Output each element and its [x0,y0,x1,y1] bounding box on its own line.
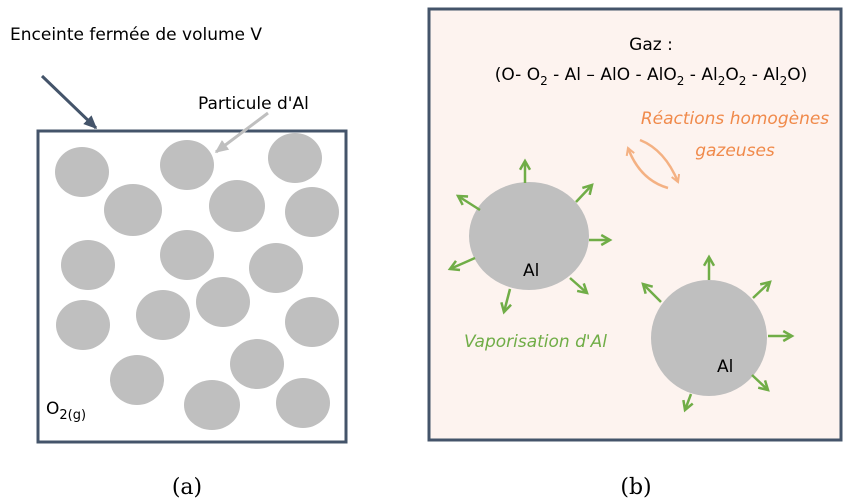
vapor-arrows [447,158,613,315]
vapor-arrow [569,277,589,295]
al-particle [469,182,589,290]
text-part: 2 [780,74,788,88]
text-part: (O- O [495,65,540,85]
particle [55,147,109,197]
particle [104,184,162,236]
gas-symbol: O2(g) [46,399,86,423]
gas-formula: (O- O2 - Al – AlO - AlO2 - Al2O2 - Al2O) [495,65,808,88]
particle [285,187,339,237]
particle [160,230,214,280]
particle [136,290,190,340]
al-particle [651,280,767,396]
panel-b: Gaz : (O- O2 - Al – AlO - AlO2 - Al2O2 -… [427,7,843,500]
al-label: Al [523,261,539,281]
vapor-arrow [751,374,770,392]
reaction-label: Réactions homogènes [641,109,829,129]
particle [110,355,164,405]
vapor-arrow [575,183,594,203]
text-part: O [725,65,738,85]
particle [209,180,265,232]
particle [196,277,250,327]
reaction-arrow [639,138,681,184]
gas-title: Gaz : [629,35,673,55]
text-part: 2 [677,74,685,88]
text-part: - Al – AlO - AlO [548,65,677,85]
reaction-arrow [625,146,669,190]
vapor-arrow [500,288,512,315]
particle [56,300,110,350]
particle [184,380,240,430]
text-part: 2 [540,74,548,88]
panel-a: Enceinte fermée de volume V Particule d'… [10,25,348,500]
vapor-arrow [455,194,481,212]
vapor-arrow [682,393,694,413]
particle [285,297,339,347]
vapor-arrow [447,256,476,272]
vapor-arrow [752,280,772,299]
particle [276,378,330,428]
vapor-arrow [641,282,662,303]
text-part: 2 [739,74,747,88]
particle-label: Particule d'Al [198,94,309,114]
particle [230,339,284,389]
caption: (b) [620,475,651,500]
vaporisation-label: Vaporisation d'Al [464,332,607,352]
particle [268,133,322,183]
enclosure-arrow [40,74,98,130]
text-part: - Al [746,65,779,85]
particle [249,243,303,293]
text-part: 2(g) [59,408,86,423]
particle [160,140,214,190]
al-label: Al [717,357,733,377]
enclosure-label: Enceinte fermée de volume V [10,25,262,45]
text-part: O) [787,65,807,85]
text-part: 2 [718,74,726,88]
caption: (a) [172,475,202,500]
vapor-arrows [641,254,795,413]
particle-arrow [214,111,269,154]
text-part: - Al [684,65,717,85]
particle [61,240,115,290]
reaction-label: gazeuses [695,141,775,161]
text-part: O [46,399,59,419]
particles [55,133,339,430]
